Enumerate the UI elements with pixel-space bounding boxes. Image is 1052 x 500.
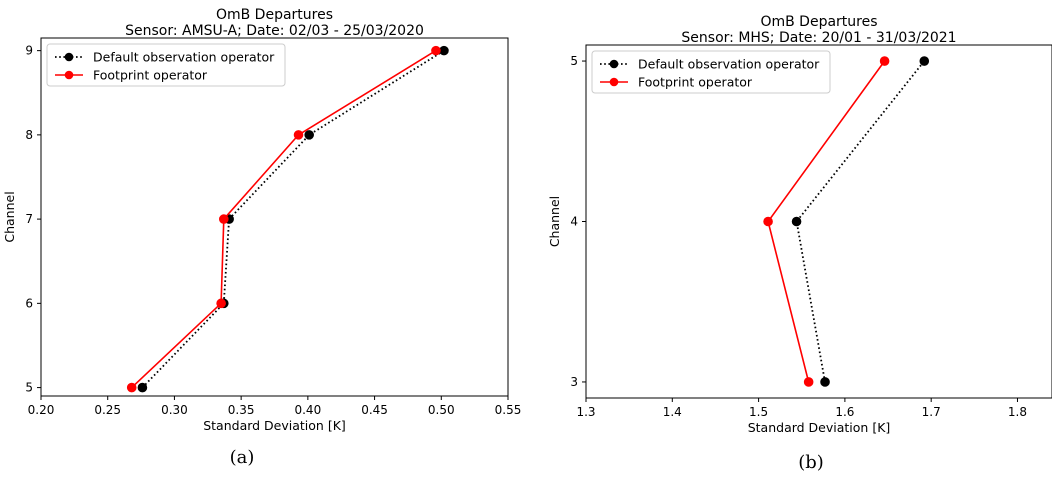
plot-frame xyxy=(40,37,509,397)
chart-subtitle: Sensor: MHS; Date: 20/01 - 31/03/2021 xyxy=(681,30,956,46)
chart-subtitle: Sensor: AMSU-A; Date: 02/03 - 25/03/2020 xyxy=(125,23,424,39)
legend-box xyxy=(46,43,286,87)
series-footprint-operator xyxy=(126,45,441,393)
data-point xyxy=(216,298,226,309)
x-tick-label: 0.30 xyxy=(161,403,188,417)
data-point xyxy=(919,56,930,66)
y-tick-label: 5 xyxy=(25,381,33,395)
data-point xyxy=(803,377,814,387)
y-tick-label: 7 xyxy=(25,212,33,226)
legend-marker xyxy=(609,77,619,87)
x-tick-label: 1.7 xyxy=(922,405,941,419)
legend-marker xyxy=(609,59,619,69)
data-point xyxy=(879,56,890,66)
x-tick-label: 0.35 xyxy=(228,403,255,417)
x-tick-label: 0.40 xyxy=(294,403,321,417)
legend-label: Footprint operator xyxy=(93,68,208,83)
x-tick-label: 0.45 xyxy=(361,403,388,417)
data-point xyxy=(293,130,304,140)
data-point xyxy=(791,216,802,227)
legend: Default observation operator Footprint op… xyxy=(591,50,831,94)
legend-label: Footprint operator xyxy=(638,75,753,90)
y-axis-label: Channel xyxy=(2,191,17,242)
x-tick-label: 1.3 xyxy=(576,405,595,419)
x-tick-label: 0.55 xyxy=(495,403,522,417)
series-footprint-operator xyxy=(763,56,890,387)
data-point xyxy=(439,45,449,56)
data-point xyxy=(137,382,148,393)
x-tick-label: 1.8 xyxy=(1008,405,1027,419)
legend-marker xyxy=(64,52,74,62)
series-default-operator xyxy=(137,45,449,393)
y-tick-label: 3 xyxy=(570,375,578,389)
x-tick-label: 1.5 xyxy=(749,405,768,419)
legend: Default observation operator Footprint op… xyxy=(46,43,286,87)
x-axis-label: Standard Deviation [K] xyxy=(748,420,891,435)
data-point xyxy=(304,130,314,140)
data-point xyxy=(126,382,137,393)
data-point xyxy=(763,216,773,227)
legend-label: Default observation operator xyxy=(638,57,820,72)
series-line xyxy=(767,60,886,383)
data-point xyxy=(218,214,229,224)
y-tick-label: 4 xyxy=(570,215,578,229)
chart-title: OmB Departures xyxy=(760,14,877,30)
y-tick-label: 9 xyxy=(25,44,33,58)
y-tick-label: 8 xyxy=(25,128,33,142)
x-tick-label: 0.25 xyxy=(94,403,121,417)
y-tick-label: 6 xyxy=(25,296,33,310)
data-point xyxy=(820,377,830,387)
data-point xyxy=(431,45,441,56)
legend-box xyxy=(591,50,831,94)
y-axis-label: Channel xyxy=(547,196,562,247)
legend-marker xyxy=(64,70,74,80)
x-tick-label: 0.50 xyxy=(428,403,455,417)
series-default-operator xyxy=(791,56,930,387)
x-tick-label: 1.4 xyxy=(663,405,682,419)
series-line xyxy=(795,60,926,383)
panel-caption: (a) xyxy=(230,447,255,468)
x-tick-label: 0.20 xyxy=(28,403,55,417)
y-tick-label: 5 xyxy=(570,54,578,68)
series-line xyxy=(131,49,437,389)
legend-label: Default observation operator xyxy=(93,50,275,65)
plot-frame xyxy=(585,44,1052,399)
panel-caption: (b) xyxy=(798,452,824,473)
x-tick-label: 1.6 xyxy=(835,405,854,419)
x-axis-label: Standard Deviation [K] xyxy=(203,418,346,433)
series-line xyxy=(141,49,445,389)
chart-title: OmB Departures xyxy=(216,7,333,23)
